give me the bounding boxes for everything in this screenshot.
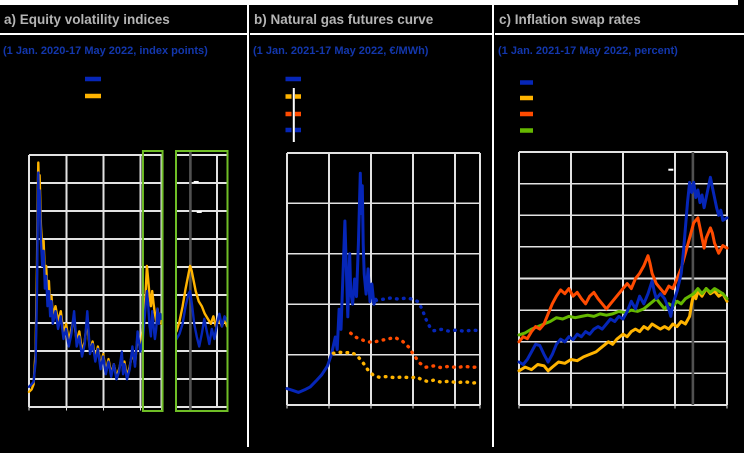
panel-a-title-underline — [0, 33, 247, 35]
white-data-mark — [196, 210, 202, 213]
series-inflation-swap-yellow — [517, 287, 729, 373]
panel-c-subtitle: (1 Jan. 2021-17 May 2022, percent) — [498, 45, 678, 57]
series-blue-volatility-index-inset — [175, 289, 229, 348]
panel-a-inset-plot — [175, 150, 229, 412]
series-blue-volatility-index — [27, 171, 163, 388]
legend-marker-yellow — [295, 94, 301, 99]
legend-marker-yellow — [85, 93, 101, 99]
legend-marker-blue — [285, 76, 301, 82]
legend-marker-yellow — [285, 94, 292, 99]
panel-a-header: a) Equity volatility indices (1 Jan. 202… — [0, 0, 247, 70]
panel-b-title-underline — [250, 33, 492, 35]
panel-c-title-underline — [495, 33, 744, 35]
panel-a-title: a) Equity volatility indices — [4, 12, 170, 27]
panel-b-plot — [285, 152, 481, 409]
series-inflation-swap-green — [517, 287, 729, 337]
legend-marker-orange — [285, 111, 292, 117]
series-inflation-swap-blue — [517, 175, 729, 366]
series-futures-curve-blue-latest — [374, 296, 480, 334]
highlight-box-main — [141, 150, 164, 412]
panel-c-plot — [517, 151, 729, 409]
panel-b-subtitle: (1 Jan. 2021-17 May 2022, €/MWh) — [253, 45, 429, 57]
panel-a-legend — [85, 76, 101, 99]
white-data-mark — [193, 180, 199, 183]
legend-marker-orange — [520, 111, 533, 117]
panel-separator-1 — [247, 0, 249, 447]
top-border-strip — [0, 0, 738, 5]
legend-marker-blue — [520, 80, 533, 85]
series-inflation-swap-orange — [517, 216, 729, 344]
highlight-box-inset — [175, 150, 229, 412]
panel-a-plot — [27, 150, 164, 412]
panel-separator-2 — [492, 0, 494, 447]
legend-marker-blue — [85, 76, 101, 82]
panel-b-legend — [285, 76, 301, 142]
series-gas-spot-price-history — [285, 171, 378, 394]
panel-c-title: c) Inflation swap rates — [499, 12, 641, 27]
panel-a-subtitle: (1 Jan. 2020-17 May 2022, index points) — [3, 45, 208, 57]
panel-b-title: b) Natural gas futures curve — [254, 12, 434, 27]
white-data-mark — [668, 168, 674, 171]
legend-marker-orange — [295, 111, 301, 117]
panel-b-header: b) Natural gas futures curve (1 Jan. 202… — [250, 0, 492, 70]
series-futures-curve-yellow — [331, 350, 480, 385]
legend-marker-green — [520, 128, 533, 133]
panel-c-header: c) Inflation swap rates (1 Jan. 2021-17 … — [495, 0, 744, 70]
series-futures-curve-orange — [349, 331, 480, 370]
legend-marker-blue — [285, 127, 292, 133]
legend-marker-yellow — [520, 95, 533, 101]
panel-c-legend — [520, 80, 533, 133]
legend-marker-blue — [295, 127, 301, 133]
